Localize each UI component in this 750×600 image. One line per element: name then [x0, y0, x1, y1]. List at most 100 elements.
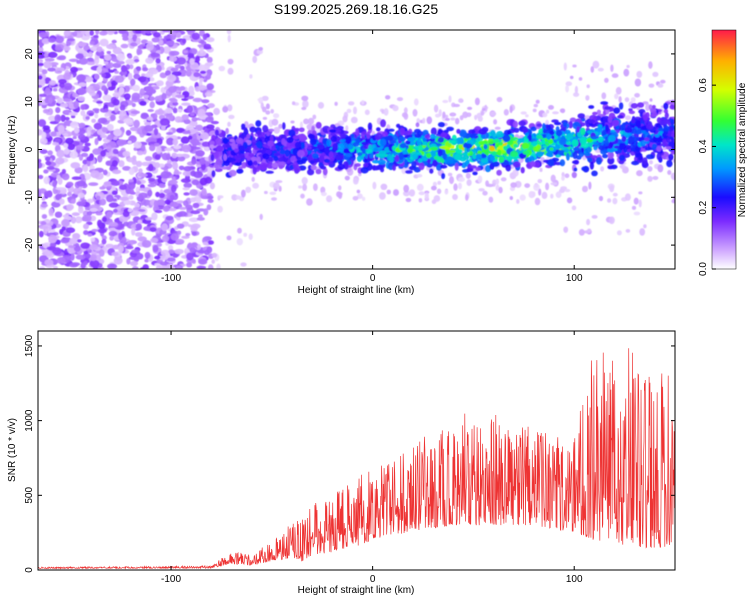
- spectrogram-cell: [486, 183, 494, 188]
- spectrogram-cell: [206, 83, 214, 91]
- spectrogram-cell: [55, 239, 61, 245]
- spectrogram-cell: [225, 127, 229, 135]
- spectrogram-cell: [159, 118, 170, 126]
- spectrogram-cell: [542, 128, 547, 134]
- spectrogram-cell: [145, 57, 154, 64]
- spectrogram-cell: [195, 124, 204, 131]
- spectrogram-cell: [228, 114, 235, 120]
- spectrogram-cell: [38, 119, 47, 127]
- spectrogram-cell: [137, 219, 143, 224]
- spectrogram-cell: [478, 140, 486, 145]
- spectrogram-cell: [161, 235, 170, 243]
- spectrogram-cell: [405, 140, 411, 145]
- spectrogram-cell: [235, 137, 244, 144]
- spectrogram-cell: [345, 125, 349, 131]
- spectrogram-cell: [436, 188, 442, 195]
- spectrogram-cell: [112, 148, 119, 155]
- spectrogram-cell: [437, 180, 442, 185]
- spectrogram-cell: [503, 109, 509, 116]
- spectrogram-cell: [185, 204, 193, 211]
- spectrogram-cell: [96, 100, 103, 104]
- spectrogram-cell: [150, 237, 159, 243]
- spectrogram-cell: [303, 118, 310, 125]
- spectrogram-cell: [100, 134, 108, 139]
- spectrogram-cell: [63, 46, 71, 51]
- spectrogram-cell: [550, 182, 558, 186]
- spectrogram-cell: [257, 98, 263, 102]
- spectrogram-cell: [564, 188, 571, 193]
- spectrogram-cell: [360, 166, 369, 174]
- spectrogram-cell: [166, 137, 175, 146]
- spectrogram-cell: [459, 129, 467, 138]
- spectrogram-cell: [246, 133, 251, 139]
- spectrogram-cell: [500, 177, 507, 182]
- spectrogram-cell: [39, 225, 49, 230]
- spectrogram-cell: [211, 170, 216, 178]
- spectrogram-cell: [44, 58, 55, 62]
- spectrogram-cell: [394, 154, 400, 163]
- spectrogram-cell: [175, 238, 185, 245]
- spectrogram-cell: [38, 174, 44, 180]
- spectrogram-cell: [429, 168, 434, 174]
- spectrogram-cell: [453, 183, 458, 191]
- spectrogram-cell: [445, 156, 454, 165]
- spectrogram-cell: [64, 82, 73, 91]
- spectrogram-cell: [104, 112, 110, 118]
- spectrogram-cell: [77, 134, 86, 140]
- spectrogram-cell: [430, 146, 438, 151]
- snr-x-tick-label: 0: [370, 574, 376, 585]
- spectrogram-cell: [551, 119, 559, 123]
- spectrogram-cell: [82, 214, 92, 222]
- spectrogram-cell: [650, 113, 655, 118]
- spectrogram-cell: [83, 223, 89, 230]
- spectrogram-cell: [416, 138, 422, 146]
- spectrogram-cell: [292, 135, 299, 140]
- spectrogram-cell: [369, 153, 374, 159]
- spectrogram-cell: [520, 167, 525, 174]
- spectrogram-cell: [520, 111, 527, 115]
- spectrogram-cell: [656, 152, 662, 161]
- spectrogram-cell: [315, 121, 322, 129]
- spectrogram-cell: [534, 197, 541, 206]
- spectrogram-cell: [553, 151, 558, 156]
- spectrogram-cell: [108, 202, 119, 208]
- spectrogram-cell: [571, 171, 577, 179]
- spectrogram-cell: [461, 162, 467, 169]
- spectrogram-cell: [646, 123, 654, 130]
- spectrogram-cell: [176, 127, 185, 134]
- spectrogram-cell: [513, 143, 518, 148]
- spectrogram-cell: [207, 199, 214, 203]
- spectrogram-cell: [298, 185, 303, 189]
- spectrogram-cell: [373, 147, 379, 152]
- spectrogram-cell: [306, 198, 313, 206]
- spectrogram-cell: [367, 122, 373, 131]
- spectrogram-cell: [266, 162, 274, 169]
- spectrogram-cell: [667, 170, 672, 175]
- spectrogram-cell: [175, 153, 185, 157]
- colorbar-label: Normalized spectral amplitude: [737, 82, 748, 217]
- spectrogram-cell: [379, 192, 386, 200]
- spectrogram-cell: [176, 87, 186, 91]
- spectrogram-cell: [170, 98, 178, 103]
- spectrogram-cell: [66, 181, 74, 187]
- spectrogram-cell: [644, 147, 652, 151]
- spectrogram-cell: [114, 75, 125, 83]
- spectrogram-cell: [361, 196, 366, 201]
- spectrogram-cell: [580, 127, 586, 136]
- spectrogram-cell: [197, 108, 206, 117]
- spectrogram-cell: [326, 139, 332, 147]
- spectrogram-cell: [89, 259, 100, 268]
- spectrogram-cell: [380, 183, 388, 190]
- spectrogram-cell: [649, 98, 653, 102]
- spectrogram-cell: [69, 150, 78, 159]
- spectrogram-cell: [77, 87, 87, 95]
- spectrogram-cell: [665, 146, 672, 150]
- spectrogram-cell: [466, 167, 474, 173]
- spectrogram-cell: [111, 160, 118, 167]
- spectrogram-cell: [97, 117, 108, 124]
- spectrogram-cell: [663, 125, 670, 132]
- spectrogram-cell: [45, 160, 52, 166]
- spectrogram-cell: [106, 136, 113, 140]
- spectrogram-cell: [82, 165, 89, 173]
